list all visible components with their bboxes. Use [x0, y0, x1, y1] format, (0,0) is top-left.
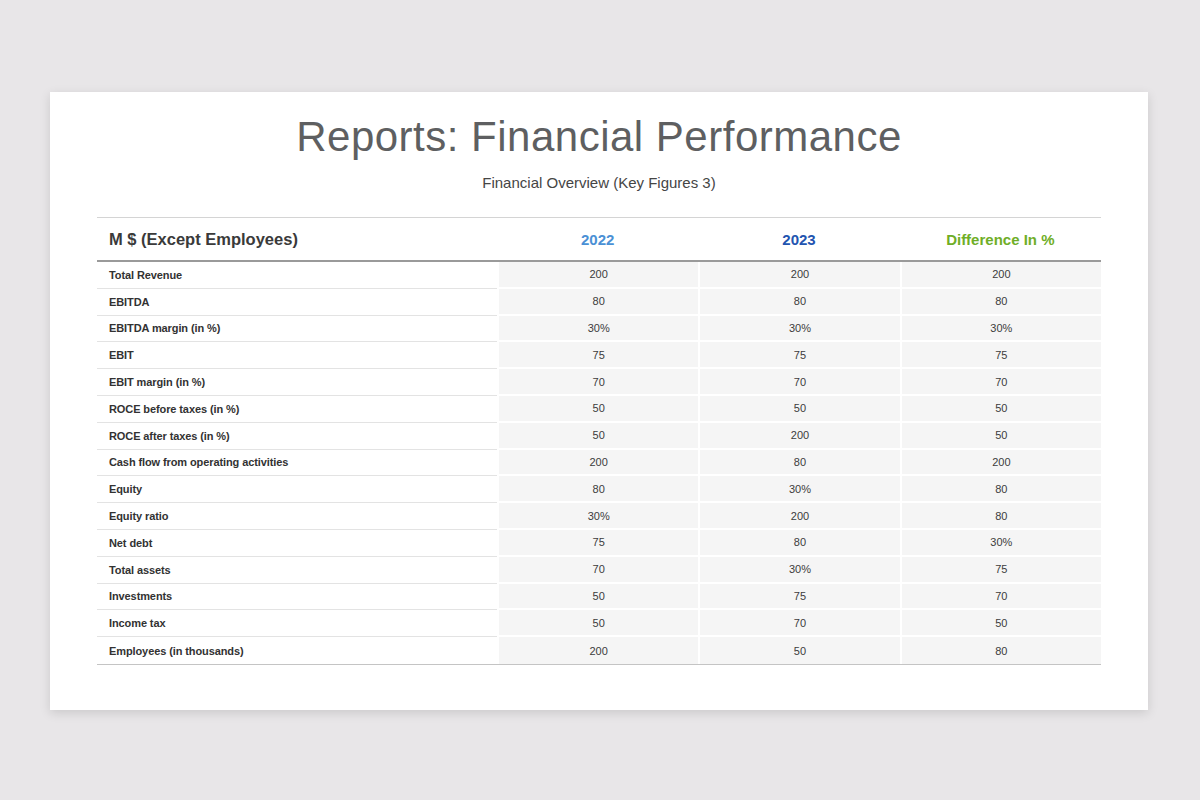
cell-value: 200 — [900, 262, 1101, 289]
table-row: EBIT margin (in %)707070 — [97, 369, 1101, 396]
cell-value: 70 — [497, 557, 698, 584]
slide-card: Reports: Financial Performance Financial… — [50, 92, 1148, 710]
page-subtitle: Financial Overview (Key Figures 3) — [50, 174, 1148, 191]
cell-value: 30% — [497, 316, 698, 343]
table-row: ROCE after taxes (in %)5020050 — [97, 423, 1101, 450]
cell-value: 70 — [900, 584, 1101, 611]
cell-value: 70 — [698, 369, 899, 396]
financial-table: M $ (Except Employees) 20222023Differenc… — [97, 217, 1101, 665]
table-row: ROCE before taxes (in %)505050 — [97, 396, 1101, 423]
table-row: EBITDA margin (in %)30%30%30% — [97, 316, 1101, 343]
row-label: Employees (in thousands) — [97, 637, 497, 664]
cell-value: 50 — [497, 423, 698, 450]
table-row: Equity8030%80 — [97, 476, 1101, 503]
cell-value: 75 — [900, 342, 1101, 369]
cell-value: 30% — [900, 316, 1101, 343]
cell-value: 70 — [497, 369, 698, 396]
row-label: EBITDA — [97, 289, 497, 316]
cell-value: 80 — [497, 476, 698, 503]
cell-value: 70 — [698, 610, 899, 637]
cell-value: 75 — [900, 557, 1101, 584]
table-row: Investments507570 — [97, 584, 1101, 611]
cell-value: 30% — [900, 530, 1101, 557]
cell-value: 30% — [497, 503, 698, 530]
table-row: Net debt758030% — [97, 530, 1101, 557]
table-header-col-0: 2022 — [497, 231, 698, 248]
table-row: Employees (in thousands)2005080 — [97, 637, 1101, 664]
cell-value: 200 — [698, 423, 899, 450]
cell-value: 50 — [900, 610, 1101, 637]
cell-value: 80 — [698, 530, 899, 557]
cell-value: 80 — [497, 289, 698, 316]
page-title: Reports: Financial Performance — [50, 113, 1148, 161]
row-label: Investments — [97, 584, 497, 611]
cell-value: 50 — [497, 584, 698, 611]
table-row: Total Revenue200200200 — [97, 262, 1101, 289]
cell-value: 200 — [497, 637, 698, 664]
cell-value: 50 — [497, 610, 698, 637]
table-row: EBITDA808080 — [97, 289, 1101, 316]
row-label: ROCE before taxes (in %) — [97, 396, 497, 423]
table-header-col-1: 2023 — [698, 231, 899, 248]
table-row: Total assets7030%75 — [97, 557, 1101, 584]
cell-value: 70 — [900, 369, 1101, 396]
row-label: EBIT — [97, 342, 497, 369]
cell-value: 75 — [698, 584, 899, 611]
table-header-col-2: Difference In % — [900, 231, 1101, 248]
cell-value: 200 — [698, 262, 899, 289]
cell-value: 80 — [900, 503, 1101, 530]
table-header-label: M $ (Except Employees) — [97, 230, 497, 249]
row-label: Total Revenue — [97, 262, 497, 289]
row-label: Net debt — [97, 530, 497, 557]
cell-value: 200 — [497, 262, 698, 289]
cell-value: 80 — [900, 476, 1101, 503]
cell-value: 50 — [698, 637, 899, 664]
table-row: Equity ratio30%20080 — [97, 503, 1101, 530]
cell-value: 200 — [900, 450, 1101, 477]
table-body: Total Revenue200200200EBITDA808080EBITDA… — [97, 262, 1101, 665]
cell-value: 80 — [900, 637, 1101, 664]
cell-value: 50 — [900, 423, 1101, 450]
cell-value: 75 — [698, 342, 899, 369]
row-label: ROCE after taxes (in %) — [97, 423, 497, 450]
cell-value: 50 — [900, 396, 1101, 423]
cell-value: 30% — [698, 476, 899, 503]
cell-value: 50 — [698, 396, 899, 423]
row-label: Income tax — [97, 610, 497, 637]
cell-value: 80 — [698, 289, 899, 316]
table-row: EBIT757575 — [97, 342, 1101, 369]
cell-value: 200 — [497, 450, 698, 477]
cell-value: 80 — [900, 289, 1101, 316]
cell-value: 75 — [497, 530, 698, 557]
cell-value: 80 — [698, 450, 899, 477]
table-header-row: M $ (Except Employees) 20222023Differenc… — [97, 217, 1101, 262]
cell-value: 200 — [698, 503, 899, 530]
row-label: Total assets — [97, 557, 497, 584]
row-label: EBIT margin (in %) — [97, 369, 497, 396]
table-row: Income tax507050 — [97, 610, 1101, 637]
row-label: Cash flow from operating activities — [97, 450, 497, 477]
cell-value: 30% — [698, 557, 899, 584]
row-label: Equity ratio — [97, 503, 497, 530]
row-label: EBITDA margin (in %) — [97, 316, 497, 343]
table-row: Cash flow from operating activities20080… — [97, 450, 1101, 477]
cell-value: 75 — [497, 342, 698, 369]
row-label: Equity — [97, 476, 497, 503]
cell-value: 30% — [698, 316, 899, 343]
cell-value: 50 — [497, 396, 698, 423]
